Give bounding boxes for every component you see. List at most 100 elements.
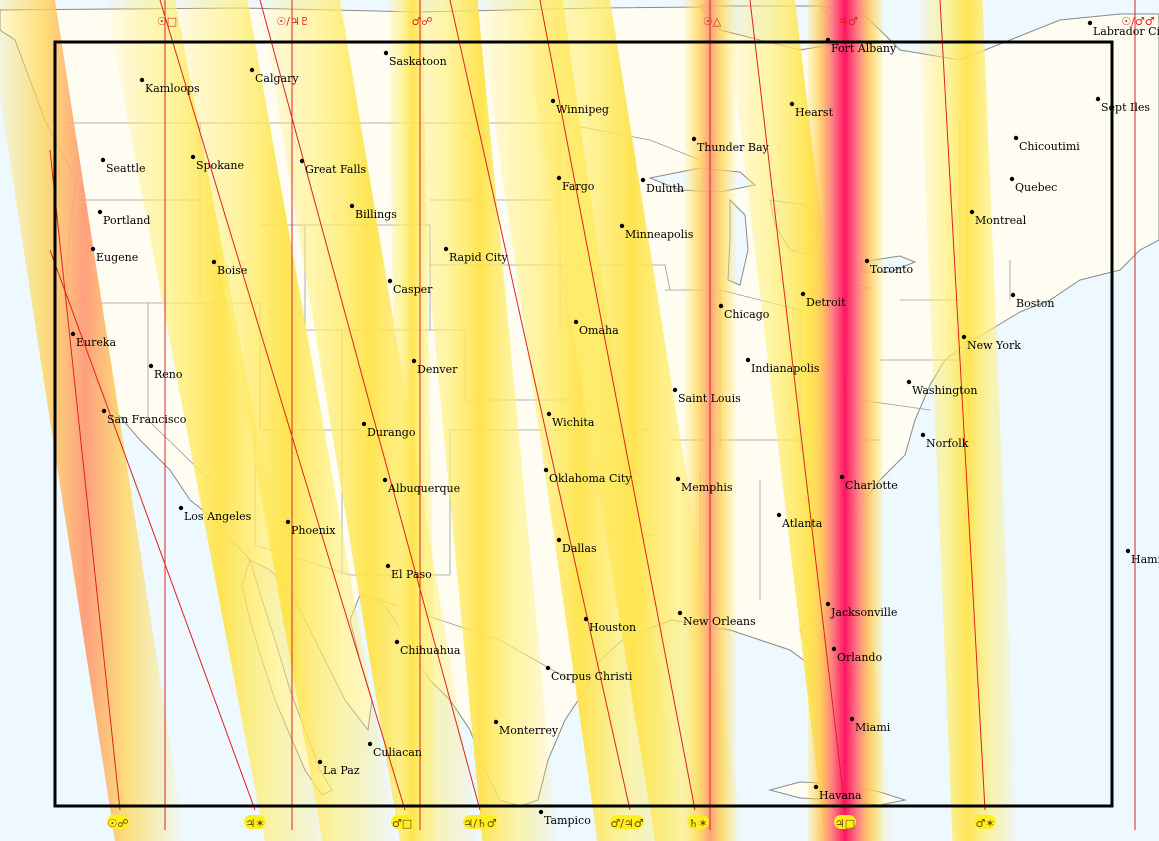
city-label: Albuquerque xyxy=(387,482,460,495)
city-label: Toronto xyxy=(870,263,913,276)
city-dot xyxy=(285,519,291,525)
city-dot xyxy=(361,421,367,427)
aspect-line xyxy=(159,0,406,811)
city-label: Omaha xyxy=(579,324,619,337)
city-label: Fort Albany xyxy=(831,42,897,55)
city-dot xyxy=(382,477,388,483)
city-label: Saint Louis xyxy=(678,392,741,405)
city-dot xyxy=(1125,548,1131,554)
city-dot xyxy=(677,610,683,616)
bottom-aspect-label-sun-opposition: ☉☍ xyxy=(107,817,128,830)
city-label: Chicoutimi xyxy=(1019,140,1080,153)
city-label: Culiacan xyxy=(373,746,422,759)
city-dot xyxy=(90,246,96,252)
city-dot xyxy=(211,259,217,265)
city-dot xyxy=(573,319,579,325)
aspect-band xyxy=(402,0,558,841)
bottom-aspect-label-saturn-sextile: ♄✶ xyxy=(688,817,707,830)
bottom-aspect-labels: ☉☍ ♃✶ ♂□ ♃/♄♂ ♂/♃♂ ♄✶ ♃□ ♂✶ xyxy=(107,815,996,830)
bottom-aspect-badge xyxy=(107,815,129,829)
city-dot xyxy=(349,203,355,209)
bottom-aspect-label-mars-jupiter-mars: ♂/♃♂ xyxy=(610,817,643,830)
top-aspect-labels: ☉□ ☉/♃♇ ♂☍ ☉△ ♃♂ ☉/♂♂ xyxy=(157,15,1155,28)
city-label: Reno xyxy=(154,368,183,381)
city-label: Quebec xyxy=(1015,181,1057,194)
city-dot xyxy=(672,387,678,393)
city-dot xyxy=(97,209,103,215)
aspect-line xyxy=(539,0,696,811)
aspect-band xyxy=(0,0,185,841)
city-label: Boise xyxy=(217,264,247,277)
city-dot xyxy=(864,258,870,264)
city-dot xyxy=(675,476,681,482)
aspect-line xyxy=(49,149,121,811)
aspect-line xyxy=(749,0,846,811)
city-label: Eureka xyxy=(76,336,117,349)
city-label: Atlanta xyxy=(781,517,823,530)
aspect-band xyxy=(105,0,335,841)
city-label: Hearst xyxy=(795,106,834,119)
city-dot xyxy=(800,291,806,297)
city-dot xyxy=(443,246,449,252)
city-dot xyxy=(640,177,646,183)
city-dot xyxy=(148,363,154,369)
bottom-aspect-label-mars-square: ♂□ xyxy=(392,817,412,830)
bottom-aspect-label-jupiter-square: ♃□ xyxy=(835,817,855,830)
aspect-band xyxy=(172,0,398,841)
city-dot xyxy=(718,303,724,309)
city-dot xyxy=(969,209,975,215)
city-dot xyxy=(387,278,393,284)
city-label: Jacksonville xyxy=(830,606,897,619)
city-dot xyxy=(493,719,499,725)
map-frame xyxy=(53,40,1114,808)
city-dot xyxy=(367,741,373,747)
city-label: Dallas xyxy=(562,542,597,555)
city-label: San Francisco xyxy=(107,413,187,426)
city-dot xyxy=(789,101,795,107)
city-label: Chihuahua xyxy=(400,644,461,657)
city-label: Winnipeg xyxy=(556,103,609,116)
city-dot xyxy=(839,474,845,480)
top-aspect-label-sun-square: ☉□ xyxy=(157,15,177,28)
aspect-line xyxy=(449,0,631,811)
city-label: Spokane xyxy=(196,159,244,172)
city-label: Corpus Christi xyxy=(551,670,633,683)
aspect-lines xyxy=(49,0,1136,830)
aspect-bands xyxy=(0,0,1018,841)
city-label: New York xyxy=(967,339,1021,352)
city-label: Eugene xyxy=(96,251,138,264)
city-dot xyxy=(556,175,562,181)
city-dot xyxy=(691,136,697,142)
city-label: Seattle xyxy=(106,162,145,175)
city-label: Portland xyxy=(103,214,150,227)
city-label: Kamloops xyxy=(145,82,200,95)
city-dot xyxy=(776,512,782,518)
city-label: Labrador City xyxy=(1093,25,1159,38)
bottom-aspect-badge xyxy=(391,815,413,829)
city-label: Los Angeles xyxy=(184,510,252,523)
city-dot xyxy=(1095,96,1101,102)
aspect-line xyxy=(259,0,481,811)
city-label: Detroit xyxy=(806,296,846,309)
bottom-aspect-label-jupiter-sextile: ♃✶ xyxy=(245,817,264,830)
city-dot xyxy=(813,784,819,790)
city-label: Casper xyxy=(393,283,433,296)
top-aspect-label-sun-jupiter-neptune: ☉/♃♇ xyxy=(276,15,309,28)
city-dot xyxy=(545,665,551,671)
city-label: Orlando xyxy=(837,651,882,664)
city-label: Havana xyxy=(819,789,862,802)
city-dot xyxy=(583,616,589,622)
city-dot xyxy=(745,357,751,363)
city-dot xyxy=(1087,20,1093,26)
city-label: Indianapolis xyxy=(751,362,820,375)
city-dot xyxy=(317,759,323,765)
city-label: La Paz xyxy=(323,764,360,777)
top-aspect-label-jupiter-conjunct-mars: ♃♂ xyxy=(838,15,858,28)
bottom-aspect-badge xyxy=(463,815,497,829)
city-label: Boston xyxy=(1016,297,1054,310)
city-dot xyxy=(70,331,76,337)
city-label: Washington xyxy=(912,384,977,397)
city-dot xyxy=(249,67,255,73)
bottom-aspect-badge xyxy=(687,815,709,829)
